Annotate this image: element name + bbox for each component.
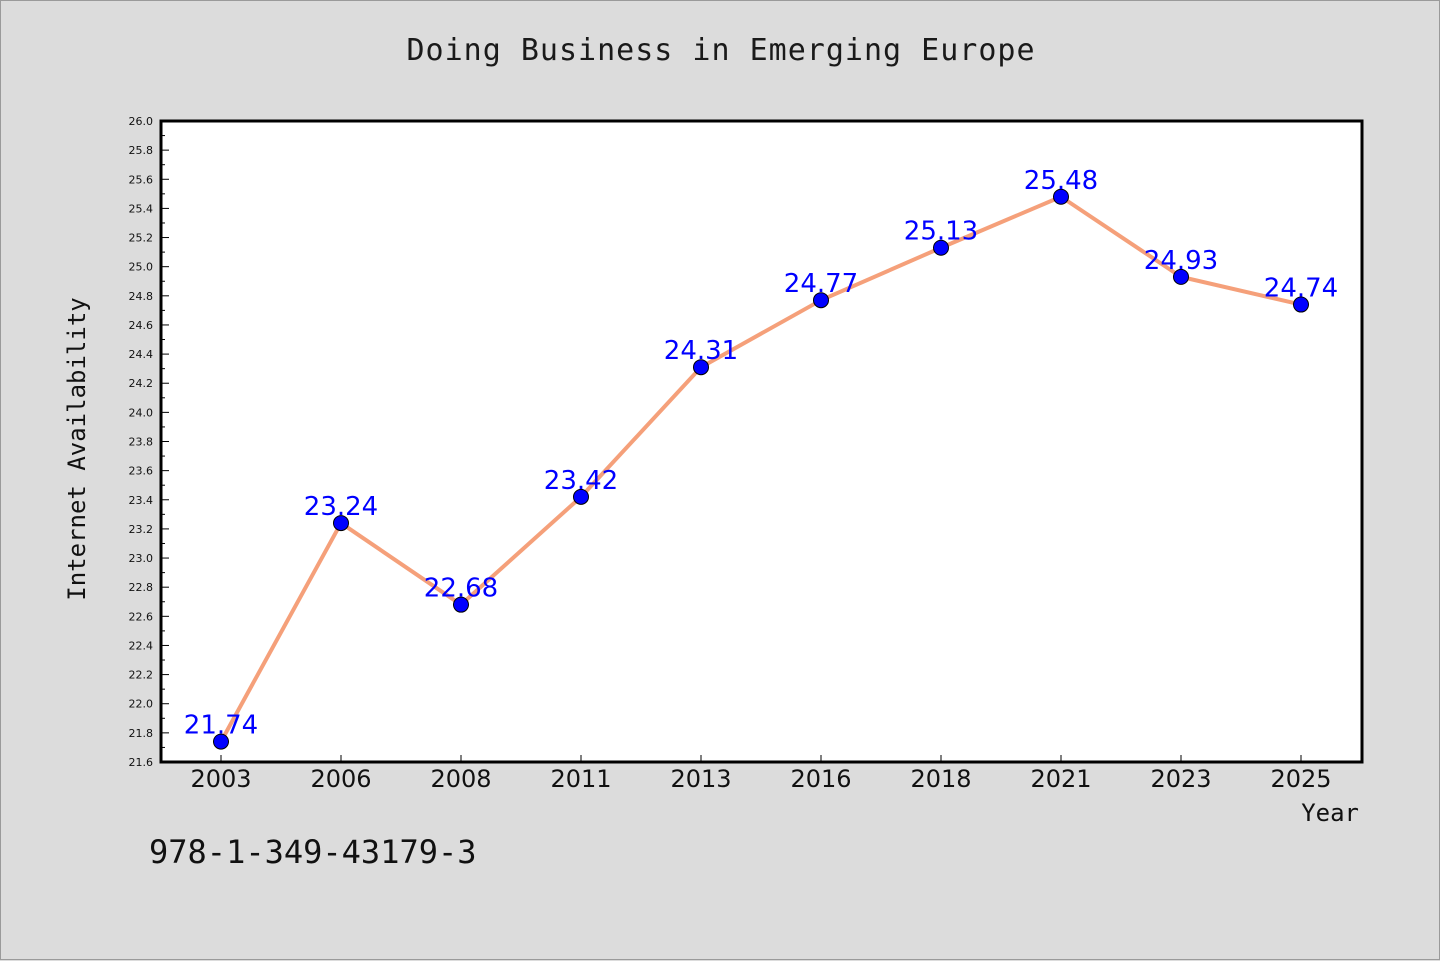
y-tick-label: 25.0 (129, 261, 154, 274)
data-point (693, 359, 709, 376)
y-tick-label: 24.4 (129, 348, 154, 361)
y-tick-label: 25.2 (129, 232, 154, 245)
y-tick-label: 22.2 (129, 669, 154, 682)
y-tick-label: 25.6 (129, 173, 154, 186)
data-label: 24.77 (784, 269, 858, 299)
x-tick-label: 2023 (1150, 765, 1211, 793)
y-tick-label: 24.2 (129, 377, 154, 390)
y-axis-label: Internet Availability (63, 297, 91, 600)
data-label: 24.93 (1144, 246, 1218, 276)
x-tick-label: 2021 (1030, 765, 1091, 793)
x-tick-label: 2011 (550, 765, 611, 793)
y-tick-label: 26.0 (129, 115, 154, 128)
data-point (933, 239, 949, 256)
y-tick-label: 22.0 (129, 698, 154, 711)
y-tick-label: 23.6 (129, 465, 154, 478)
x-tick-label: 2025 (1270, 765, 1331, 793)
x-tick-label: 2016 (790, 765, 851, 793)
y-tick-label: 23.4 (129, 494, 154, 507)
plot-area (159, 119, 1364, 764)
y-tick-label: 23.8 (129, 436, 154, 449)
data-point (1173, 268, 1189, 285)
data-point (453, 596, 469, 613)
y-tick-label: 23.0 (129, 552, 154, 565)
x-tick-label: 2003 (190, 765, 251, 793)
y-tick-label: 23.2 (129, 523, 154, 536)
y-tick-label: 25.4 (129, 202, 154, 215)
chart-title: Doing Business in Emerging Europe (406, 33, 1036, 68)
data-point (213, 733, 229, 750)
y-tick-label: 21.6 (129, 756, 154, 769)
isbn-label: 978-1-349-43179-3 (149, 833, 477, 871)
y-tick-label: 22.6 (129, 610, 154, 623)
y-tick-label: 21.8 (129, 727, 154, 740)
data-point (1293, 296, 1309, 313)
x-tick-label: 2013 (670, 765, 731, 793)
data-label: 22.68 (424, 574, 498, 604)
y-tick-label: 24.8 (129, 290, 154, 303)
data-label: 25.48 (1024, 166, 1098, 196)
y-tick-label: 24.6 (129, 319, 154, 332)
data-point (573, 488, 589, 505)
x-axis-label: Year (1301, 799, 1359, 827)
data-label: 24.31 (664, 336, 738, 366)
data-label: 25.13 (904, 217, 978, 247)
y-tick-label: 22.4 (129, 639, 154, 652)
x-tick-label: 2018 (910, 765, 971, 793)
series-line (219, 194, 1303, 744)
y-tick-label: 25.8 (129, 144, 154, 157)
data-point (333, 515, 349, 532)
data-label: 23.24 (304, 492, 378, 522)
x-tick-label: 2008 (430, 765, 491, 793)
x-tick-label: 2006 (310, 765, 371, 793)
y-tick-label: 22.8 (129, 581, 154, 594)
data-label: 23.42 (544, 466, 618, 496)
data-point (1053, 188, 1069, 205)
y-tick-label: 24.0 (129, 406, 154, 419)
data-label: 24.74 (1264, 274, 1338, 304)
data-label: 21.74 (184, 711, 258, 741)
data-point (813, 292, 829, 309)
